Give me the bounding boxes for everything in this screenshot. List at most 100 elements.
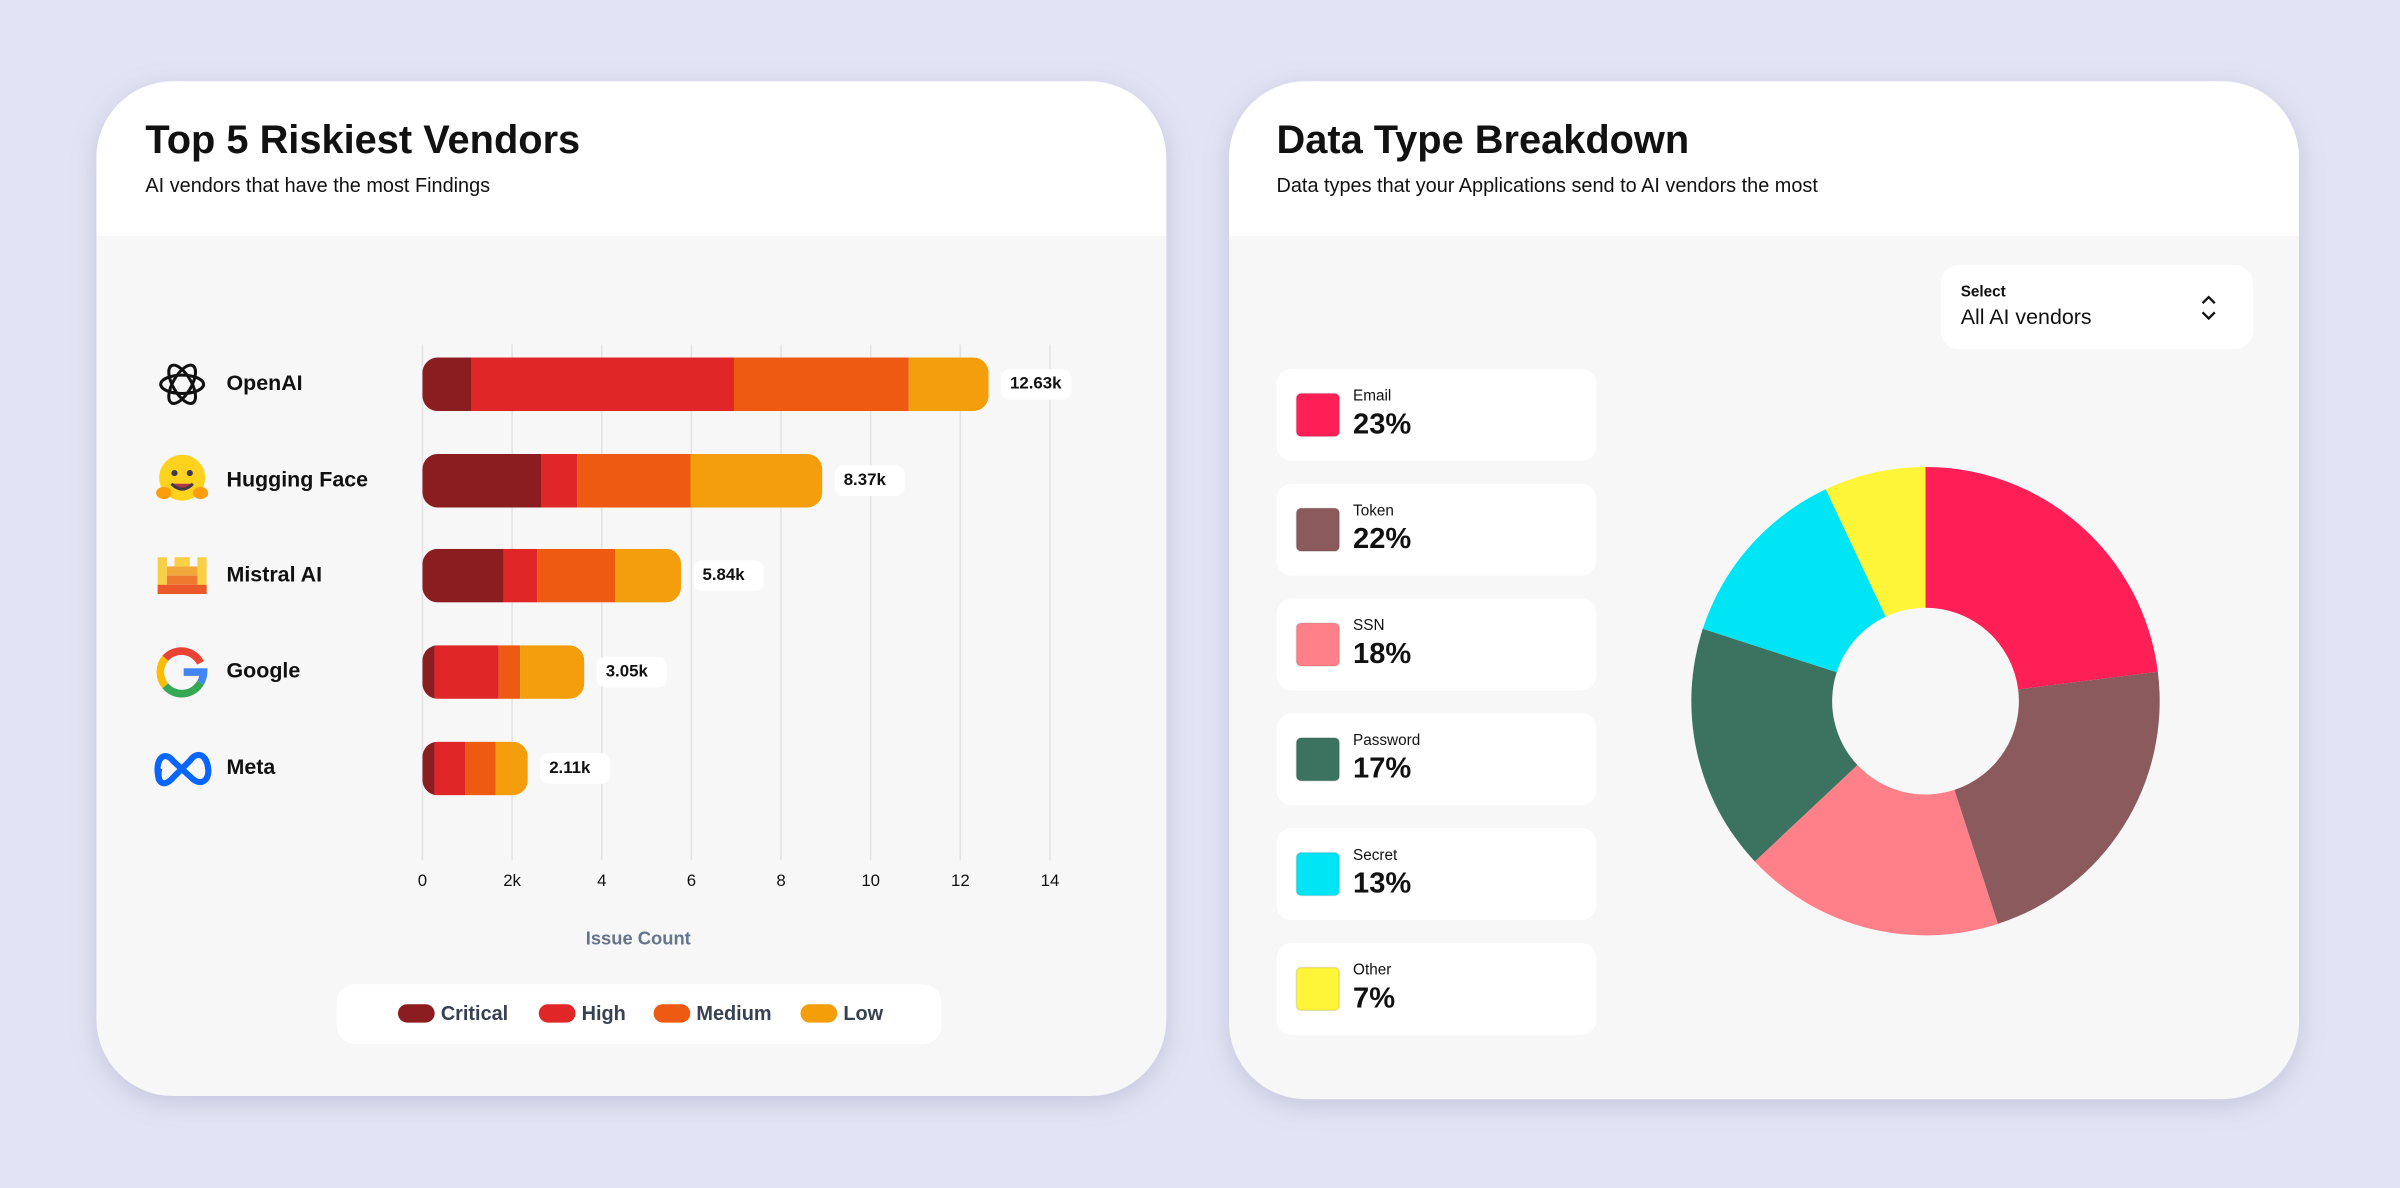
bar-segment [498,645,521,699]
x-tick-label: 14 [1041,871,1060,890]
legend-value: 22% [1353,523,1411,555]
mistral-icon [157,557,207,594]
bar-segment [422,357,472,412]
legend-swatch [800,1004,838,1023]
vendor-name: Mistral AI [227,562,323,586]
legend-swatch [1295,392,1341,438]
bar-segment [465,741,496,796]
legend-swatch [1295,737,1341,782]
legend-label: Medium [696,1003,771,1025]
x-tick-label: 4 [597,871,606,890]
total-pill [834,465,905,497]
legend-value: 23% [1353,408,1411,440]
select-value: All AI vendors [1961,305,2092,329]
x-axis-label: Issue Count [586,928,691,949]
legend-label: Low [843,1003,883,1025]
x-tick-label: 12 [951,871,970,890]
donut-slice [1925,466,2158,690]
x-tick-label: 10 [861,871,880,890]
select-label: Select [1961,284,2006,301]
total-label: 2.11k [549,758,591,777]
x-tick-label: 0 [418,871,427,890]
legend-card [1276,828,1597,921]
card-header [96,81,1167,236]
total-pill [693,560,764,591]
legend-name: Other [1353,962,1391,979]
total-pill [1000,369,1072,400]
vendor-select[interactable]: Select All AI vendors [1940,264,2254,350]
bar-segment [503,548,538,603]
donut-slice [1702,489,1886,673]
hugging-face-icon [156,454,209,501]
vendor-name: OpenAI [227,371,303,395]
legend-box [336,984,942,1044]
legend-value: 17% [1353,753,1411,785]
google-icon [156,647,208,698]
total-label: 8.37k [844,470,887,489]
x-tick-label: 2k [503,871,521,890]
legend-name: Email [1353,388,1391,405]
legend-name: Secret [1353,847,1398,864]
vendor-name: Meta [227,755,277,779]
chart-subtitle: Data types that your Applications send t… [1277,175,1819,197]
legend-swatch [1295,851,1341,897]
bar-segment [422,453,542,508]
legend-card [1276,942,1597,1035]
legend-value: 7% [1353,982,1395,1014]
total-label: 3.05k [606,662,649,681]
select-box[interactable] [1940,264,2254,350]
bar-segment [577,453,691,508]
legend-card [1276,369,1597,461]
bar-segment [422,548,504,603]
legend-name: Password [1353,732,1420,749]
legend-value: 13% [1353,868,1411,900]
legend-card [1276,598,1597,691]
legend-swatch [397,1004,435,1023]
legend-label: Critical [441,1003,508,1025]
legend-card [1276,713,1597,806]
bar-segment [537,548,616,603]
x-tick-label: 8 [776,871,785,890]
vendor-name: Google [227,659,301,683]
meta-icon [154,751,212,787]
bar-segment [422,741,435,796]
vendor-name: Hugging Face [227,467,369,491]
x-tick-label: 6 [687,871,696,890]
chart-title: Top 5 Riskiest Vendors [145,118,580,162]
legend-swatch [1295,622,1341,667]
bar-segment [434,741,466,796]
bar-segment [422,645,435,699]
bar-segment [471,357,734,412]
total-label: 5.84k [703,565,746,584]
legend-name: SSN [1353,617,1384,634]
legend-swatch [1295,966,1341,1012]
bar-segment [520,645,585,699]
bar-segment [908,357,989,412]
total-pill [540,753,611,784]
bar-segment [541,453,578,508]
bar-segment [434,645,499,699]
openai-icon [159,363,206,405]
donut-slice [1754,765,1998,936]
bar-segment [690,453,823,508]
chart-title: Data Type Breakdown [1277,118,1690,162]
bar-segment [495,741,528,796]
legend-swatch [1295,507,1341,552]
total-pill [596,656,667,688]
legend-card [1276,483,1597,576]
legend-name: Token [1353,502,1394,519]
card-header [1229,81,2299,236]
bar-segment [733,357,909,412]
chart-subtitle: AI vendors that have the most Findings [145,175,490,197]
total-label: 12.63k [1010,374,1062,393]
legend-label: High [582,1003,626,1025]
legend-value: 18% [1353,638,1411,670]
donut-slice [1691,628,1858,862]
donut-slice [1825,466,1926,617]
legend-swatch [538,1004,576,1023]
legend-swatch [653,1004,691,1023]
bar-segment [615,548,682,603]
select-chevron [2201,295,2216,321]
donut-slice [1954,671,2160,924]
